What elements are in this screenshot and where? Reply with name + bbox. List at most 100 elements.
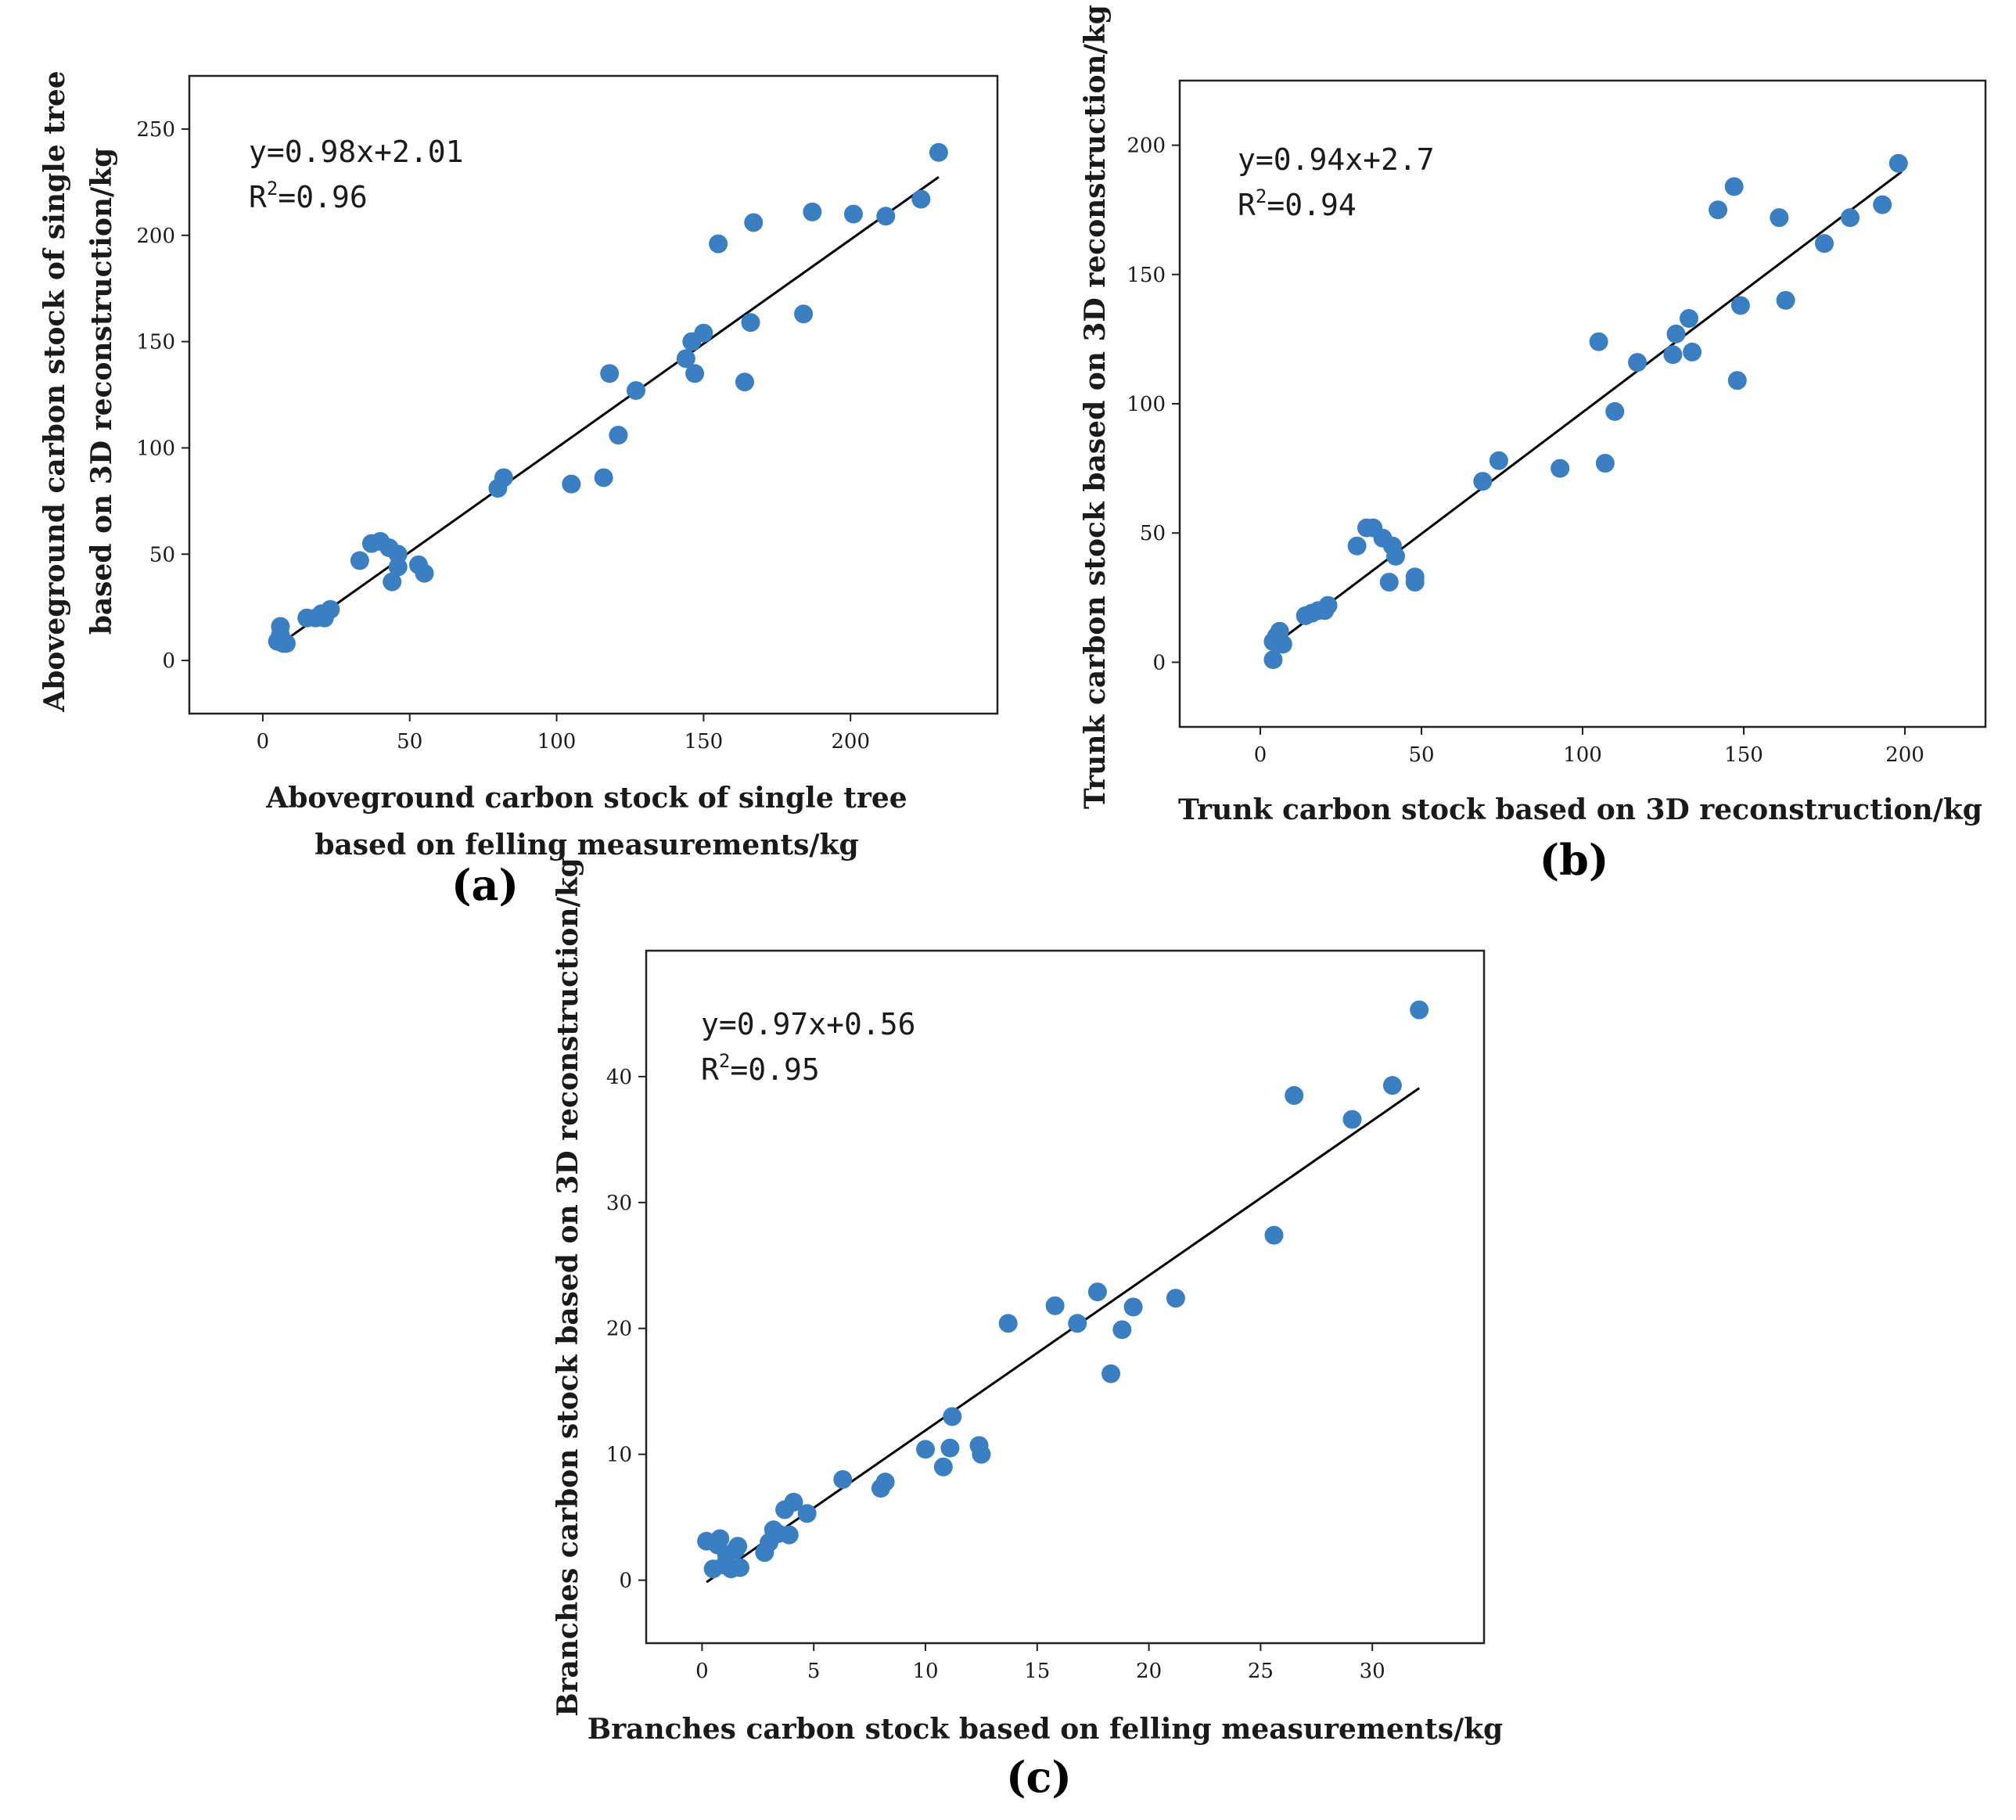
panel-b-xtick-label-4: 200 [1885, 743, 1924, 767]
panel-c-r2-value: =0.95 [730, 1052, 819, 1087]
panel-a-point [609, 426, 628, 445]
panel-a-point [694, 323, 713, 343]
panel-a-r-squared: R2=0.96 [249, 178, 368, 214]
panel-a-point [388, 545, 408, 564]
panel-c-plot-frame [645, 949, 1486, 1645]
panel-a-xtick-label-4: 200 [831, 730, 870, 754]
panel-a-xtick-label-0: 0 [257, 730, 270, 754]
panel-a-r2-value: =0.96 [278, 180, 367, 214]
panel-b-ticks: 0 50 100 150 200 0 50 100 150 200 [1127, 135, 1924, 767]
panel-a-point [415, 563, 434, 583]
panel-a-equation: y=0.98x+2.01 [249, 135, 464, 169]
panel-c-points [697, 1000, 1429, 1579]
panel-c-point [1285, 1086, 1304, 1106]
panel-c-point [1101, 1364, 1121, 1383]
panel-c-ytick-label-2: 20 [606, 1318, 632, 1341]
panel-c-label: (c) [1006, 1752, 1072, 1802]
panel-c: 0 5 10 15 20 25 30 0 10 20 30 40 y=0.97x+0.56 R2=0.… [552, 858, 1503, 1802]
panel-a-fit-line [276, 176, 940, 647]
panel-b-point [1273, 635, 1292, 654]
panel-c-point [1045, 1296, 1065, 1315]
panel-b-point [1318, 595, 1338, 615]
panel-b-ytick-label-2: 100 [1127, 393, 1166, 416]
panel-c-fit-line [706, 1087, 1421, 1584]
panel-c-xtick-label-3: 15 [1024, 1660, 1050, 1683]
panel-c-point [1264, 1225, 1284, 1245]
panel-a-r2-sup: 2 [267, 178, 278, 200]
panel-a-point [271, 625, 290, 645]
panel-b-point [1473, 472, 1493, 491]
panel-a-xlabel-line2: based on felling measurements/kg [314, 829, 858, 861]
panel-c-xtick-label-0: 0 [695, 1660, 709, 1683]
panel-a-point [735, 372, 754, 392]
panel-b-equation: y=0.94x+2.7 [1238, 142, 1435, 177]
panel-a-xtick-label-1: 50 [397, 730, 422, 754]
panel-c-ytick-label-0: 0 [619, 1570, 632, 1593]
panel-c-ytick-label-3: 30 [606, 1192, 632, 1215]
panel-b-r2-prefix: R [1238, 188, 1256, 222]
panel-c-point [998, 1314, 1018, 1333]
panel-a-ytick-label-5: 250 [136, 118, 175, 142]
panel-a-point [911, 189, 931, 209]
panel-c-point [833, 1469, 853, 1489]
panel-b-label: (b) [1540, 835, 1609, 885]
panel-c-ticks: 0 5 10 15 20 25 30 0 10 20 30 40 [606, 1066, 1385, 1683]
panel-b-xlabel: Trunk carbon stock based on 3D reconstru… [1178, 793, 1982, 826]
panel-b-point [1679, 308, 1698, 328]
panel-a-point [562, 474, 581, 494]
panel-b-point [1347, 536, 1367, 556]
panel-b-point [1405, 567, 1425, 587]
panel-a-r2-prefix: R [249, 180, 267, 214]
panel-a-ytick-label-0: 0 [162, 649, 175, 673]
panel-b-r-squared: R2=0.94 [1238, 185, 1357, 222]
panel-c-point [1068, 1314, 1087, 1333]
panel-b-point [1840, 208, 1860, 228]
panel-b-xtick-label-0: 0 [1254, 743, 1267, 767]
panel-b-point [1770, 208, 1789, 228]
panel-a-point [876, 207, 896, 226]
panel-a-point [321, 599, 340, 619]
panel-c-point [1123, 1297, 1143, 1317]
panel-a-point [626, 381, 645, 401]
panel-a-point [676, 349, 695, 369]
panel-b-points [1263, 153, 1908, 670]
panel-a-ticks: 0 50 100 150 200 0 50 100 150 200 250 [136, 118, 870, 754]
panel-c-point [933, 1457, 953, 1477]
panel-b-point [1724, 177, 1744, 196]
panel-b-point [1589, 332, 1608, 351]
panel-a-point [741, 313, 760, 333]
panel-b-point [1709, 200, 1728, 220]
panel-c-fit-line-group [706, 1087, 1421, 1584]
panel-b-xtick-label-2: 100 [1563, 743, 1602, 767]
panel-a-point [744, 213, 764, 232]
panel-a-point [843, 204, 863, 224]
panel-c-r-squared: R2=0.95 [701, 1050, 820, 1087]
panel-c-point [797, 1504, 817, 1523]
panel-b-point [1595, 453, 1615, 473]
panel-b-point [1730, 296, 1750, 315]
panel-c-xlabel: Branches carbon stock based on felling m… [588, 1713, 1503, 1746]
panel-c-xtick-label-2: 10 [912, 1660, 938, 1683]
panel-a-point [803, 202, 822, 221]
panel-b-fit-line-group [1272, 171, 1903, 647]
panel-b-point [1666, 324, 1686, 343]
panel-c-point [728, 1537, 748, 1556]
panel-c-r2-sup: 2 [719, 1050, 730, 1072]
panel-a-point [600, 364, 620, 383]
panel-b-fit-line [1272, 171, 1903, 647]
panel-b-ytick-label-0: 0 [1152, 651, 1166, 674]
panel-c-point [1382, 1076, 1402, 1095]
panel-a-xtick-label-2: 100 [537, 730, 577, 754]
panel-c-point [1410, 1000, 1429, 1020]
panel-c-point [972, 1444, 991, 1464]
panel-a-ylabel-line2: based on 3D reconstruction/kg [85, 148, 118, 635]
panel-c-point [710, 1529, 730, 1548]
panel-c-equation: y=0.97x+0.56 [701, 1007, 916, 1041]
panel-b-ytick-label-1: 50 [1140, 522, 1166, 545]
panel-a-xtick-label-3: 150 [685, 730, 724, 754]
panel-a-points [268, 142, 948, 653]
panel-b-point [1628, 353, 1648, 372]
panel-c-ylabel: Branches carbon stock based on 3D recons… [552, 858, 584, 1717]
panel-b-r2-sup: 2 [1256, 185, 1267, 207]
